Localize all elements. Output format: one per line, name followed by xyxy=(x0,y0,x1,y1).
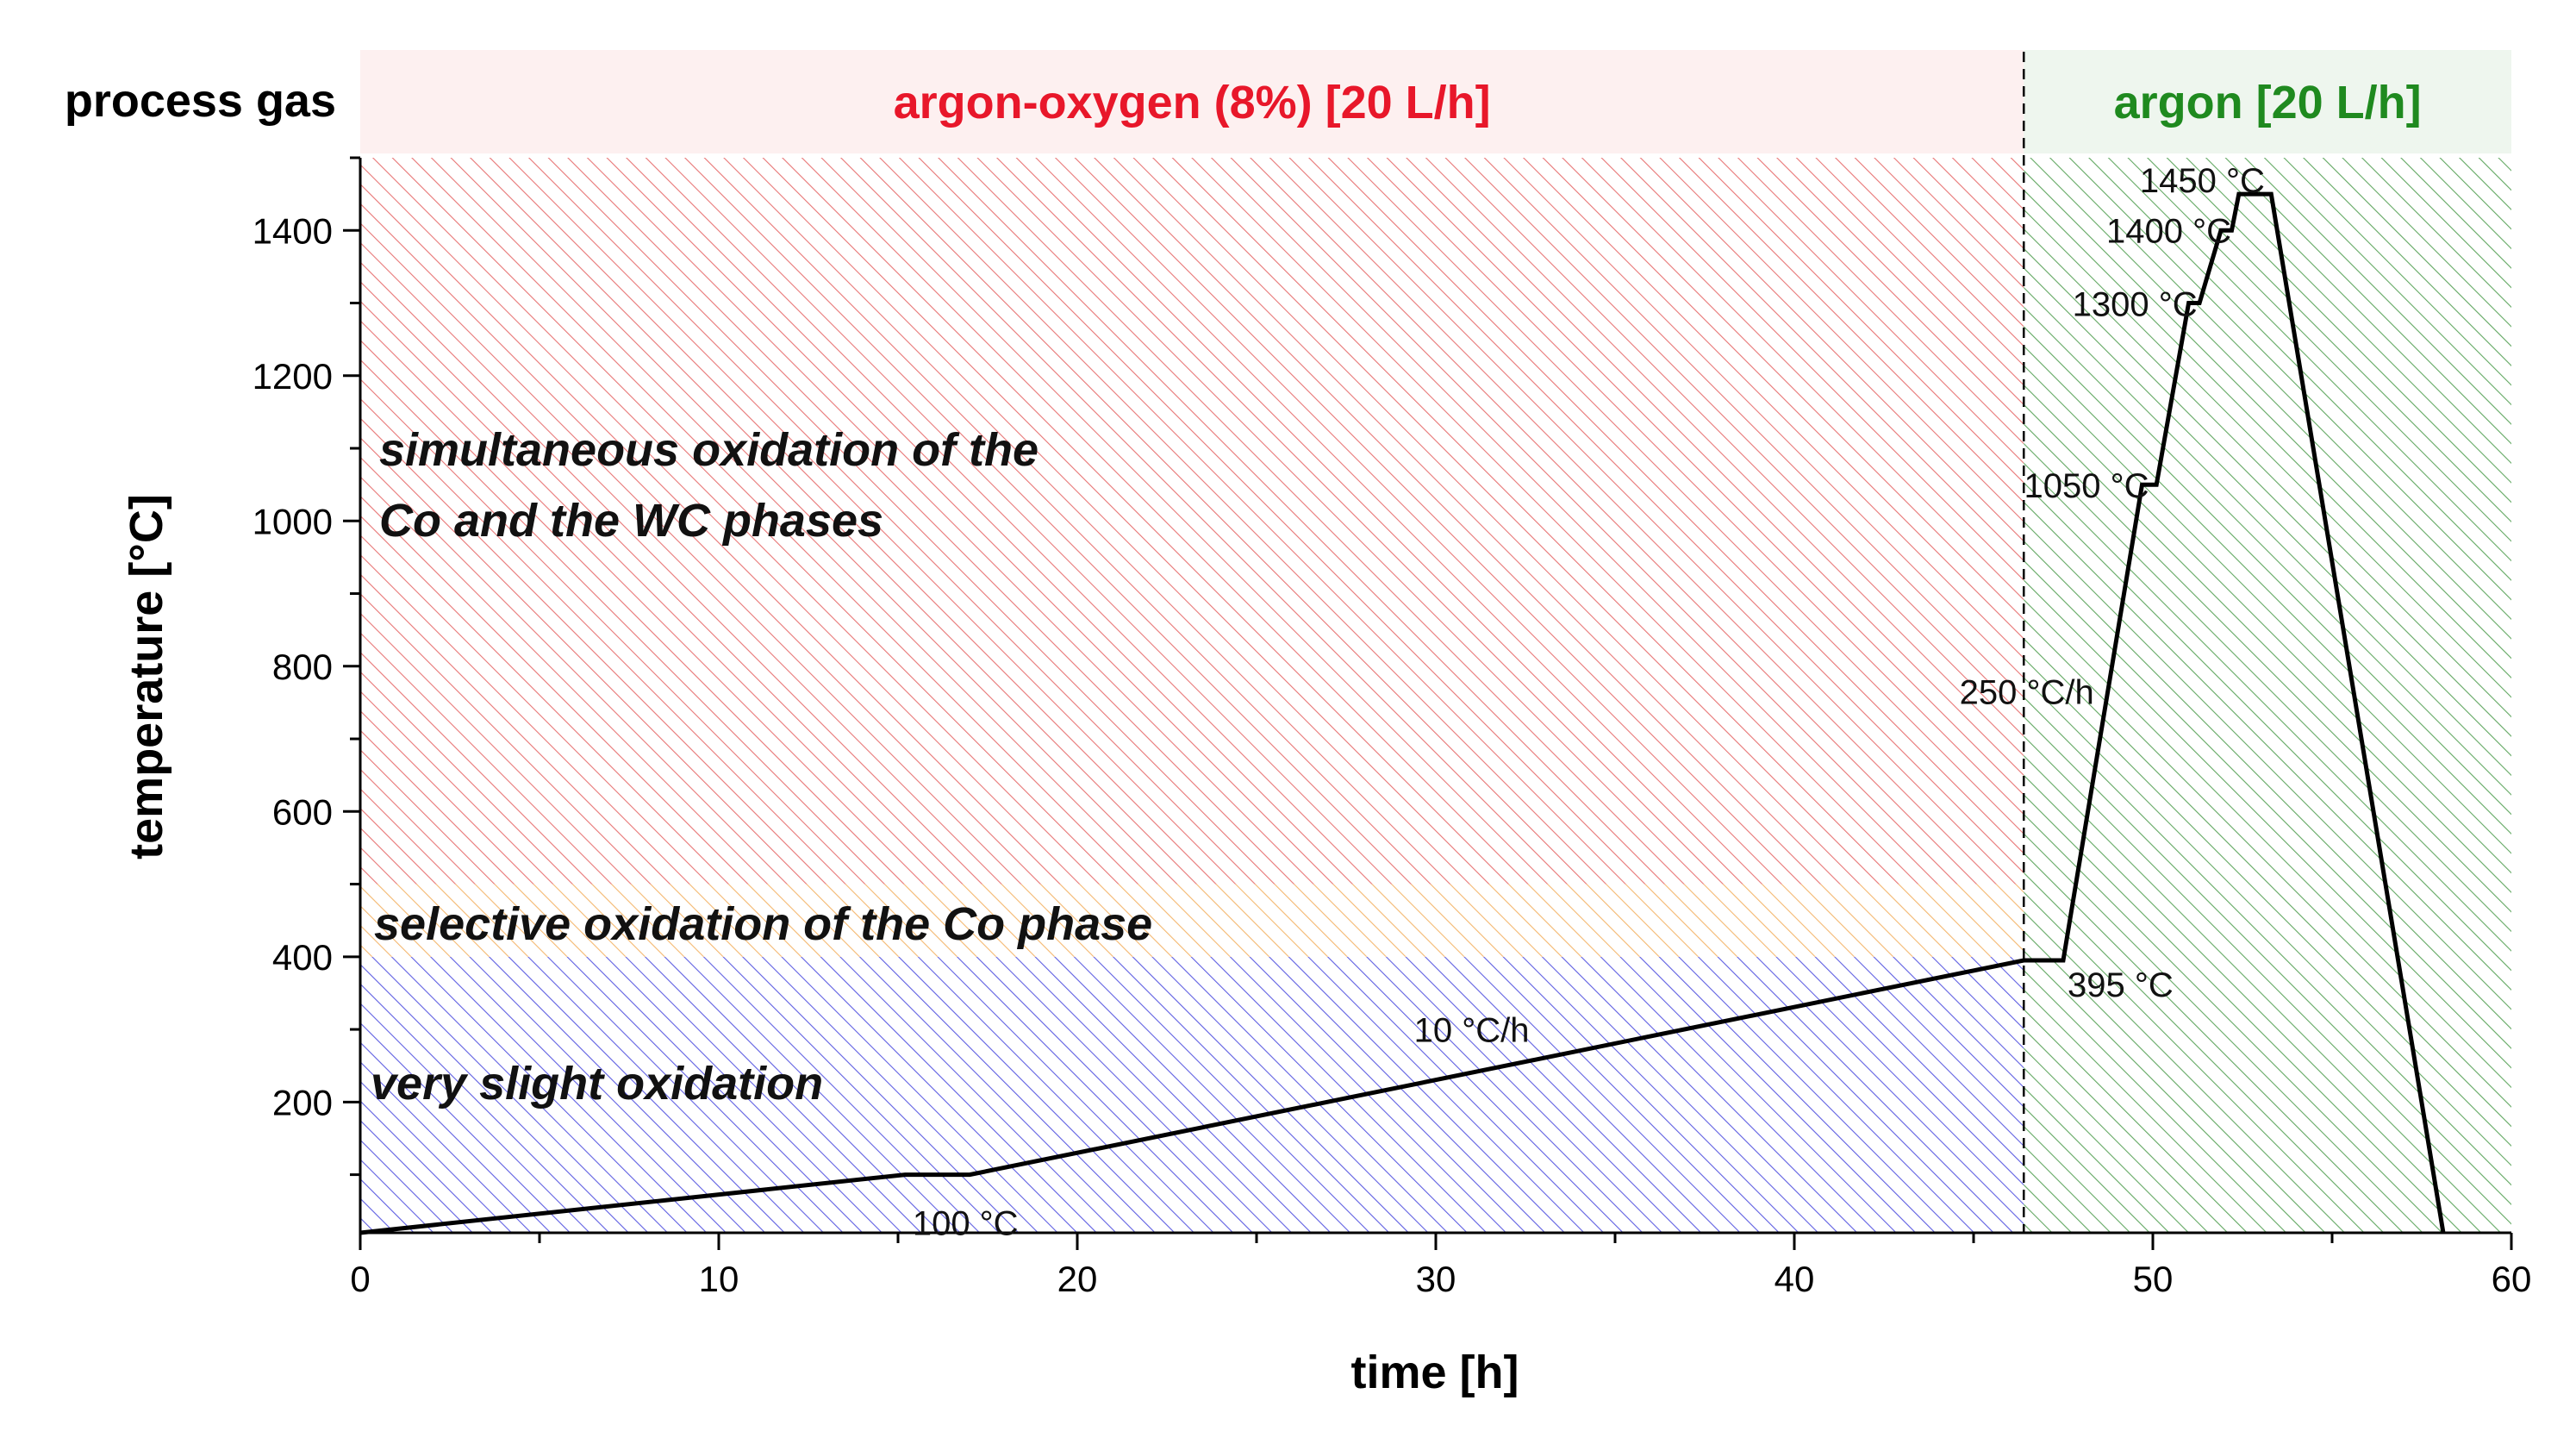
annotation-label: 100 °C xyxy=(913,1205,1019,1243)
y-axis-title: temperature [°C] xyxy=(121,494,172,860)
region-label-very-slight: very slight oxidation xyxy=(371,1058,823,1110)
region-hatch-1 xyxy=(360,884,2024,957)
temperature-line xyxy=(359,191,2446,1235)
x-tick-label: 60 xyxy=(2492,1259,2532,1299)
annotation-label: 10 °C/h xyxy=(1414,1011,1530,1049)
y-tick-label: 800 xyxy=(272,647,333,687)
y-tick-label: 1400 xyxy=(253,210,333,251)
process-gas-title: process gas xyxy=(65,75,336,127)
axes: 0 10 20 30 40 50 60 200 400 600 800 1000 1200 1400 xyxy=(253,156,2532,1299)
x-tick-label: 20 xyxy=(1057,1259,1098,1299)
y-tick-label: 1200 xyxy=(253,356,333,397)
process-gas-header: process gas argon-oxygen (8%) [20 L/h] a… xyxy=(65,50,2511,153)
annotation-label: 1050 °C xyxy=(2024,467,2149,505)
y-tick-label: 400 xyxy=(272,937,333,978)
gas-label-argon-oxygen: argon-oxygen (8%) [20 L/h] xyxy=(894,77,1491,128)
region-label-simultaneous: simultaneous oxidation of the Co and the … xyxy=(379,424,1039,547)
gas-label-argon: argon [20 L/h] xyxy=(2114,77,2422,128)
region-label-selective: selective oxidation of the Co phase xyxy=(374,898,1152,950)
x-axis-title: time [h] xyxy=(1351,1347,1519,1398)
annotation-label: 1450 °C xyxy=(2140,162,2265,200)
annotation-label: 1400 °C xyxy=(2106,212,2231,250)
annotations: 100 °C 10 °C/h 395 °C 250 °C/h 1050 °C 1300 °… xyxy=(913,162,2265,1242)
x-tick-label: 40 xyxy=(1775,1259,1815,1299)
x-tick-label: 50 xyxy=(2133,1259,2174,1299)
x-tick-label: 30 xyxy=(1416,1259,1456,1299)
y-tick-label: 200 xyxy=(272,1082,333,1122)
x-tick-label: 0 xyxy=(350,1259,370,1299)
gas-band-argon xyxy=(2024,50,2511,153)
region-hatch-2 xyxy=(360,158,2024,885)
annotation-label: 250 °C/h xyxy=(1960,674,2094,712)
region-hatch-0 xyxy=(360,956,2024,1233)
y-tick-label: 1000 xyxy=(253,501,333,541)
annotation-label: 395 °C xyxy=(2068,966,2174,1004)
gas-band-argon-oxygen xyxy=(360,50,2024,153)
annotation-label: 1300 °C xyxy=(2073,286,2198,324)
x-tick-label: 10 xyxy=(699,1259,739,1299)
y-tick-label: 600 xyxy=(272,791,333,832)
